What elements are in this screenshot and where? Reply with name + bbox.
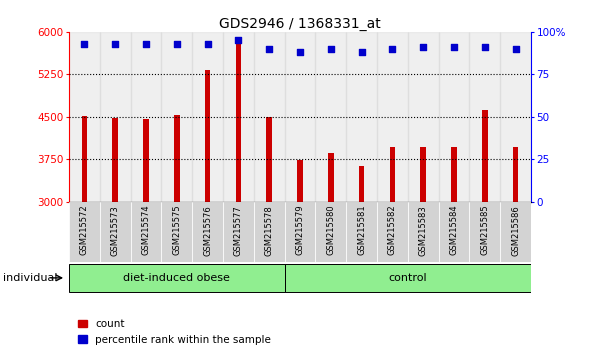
Bar xyxy=(284,202,316,262)
Point xyxy=(418,44,428,50)
Text: diet-induced obese: diet-induced obese xyxy=(124,273,230,283)
Bar xyxy=(500,32,531,202)
Bar xyxy=(500,202,531,262)
Bar xyxy=(439,202,469,262)
Bar xyxy=(297,160,303,202)
Point xyxy=(511,46,520,52)
Bar xyxy=(131,32,161,202)
Bar xyxy=(82,116,87,202)
Text: GSM215573: GSM215573 xyxy=(111,205,120,256)
Text: GSM215572: GSM215572 xyxy=(80,205,89,256)
Text: GSM215582: GSM215582 xyxy=(388,205,397,256)
Point xyxy=(110,41,120,47)
Bar xyxy=(389,147,395,202)
Point xyxy=(141,41,151,47)
Bar xyxy=(192,202,223,262)
Bar xyxy=(513,147,518,202)
Bar xyxy=(439,32,469,202)
Text: GSM215586: GSM215586 xyxy=(511,205,520,256)
Bar xyxy=(236,43,241,202)
Bar xyxy=(328,153,334,202)
Bar xyxy=(421,147,426,202)
Bar xyxy=(143,119,149,202)
Bar xyxy=(469,32,500,202)
Point xyxy=(172,41,182,47)
Bar xyxy=(377,32,408,202)
Bar xyxy=(254,32,284,202)
Title: GDS2946 / 1368331_at: GDS2946 / 1368331_at xyxy=(219,17,381,31)
Text: GSM215575: GSM215575 xyxy=(172,205,181,256)
Point xyxy=(480,44,490,50)
Text: control: control xyxy=(388,273,427,283)
Text: GSM215574: GSM215574 xyxy=(142,205,151,256)
Bar xyxy=(69,202,100,262)
Bar xyxy=(316,202,346,262)
Text: GSM215577: GSM215577 xyxy=(234,205,243,256)
Text: GSM215576: GSM215576 xyxy=(203,205,212,256)
Point xyxy=(233,38,243,43)
Bar xyxy=(100,32,131,202)
Bar xyxy=(408,32,439,202)
Bar xyxy=(482,110,488,202)
Bar xyxy=(346,202,377,262)
Point xyxy=(388,46,397,52)
Bar xyxy=(359,166,364,202)
Bar xyxy=(377,202,408,262)
Bar xyxy=(69,263,284,292)
Bar xyxy=(161,202,192,262)
Bar xyxy=(469,202,500,262)
Bar xyxy=(408,202,439,262)
Point xyxy=(203,41,212,47)
Point xyxy=(449,44,459,50)
Text: GSM215581: GSM215581 xyxy=(357,205,366,256)
Bar xyxy=(112,118,118,202)
Bar xyxy=(266,117,272,202)
Bar xyxy=(451,147,457,202)
Bar xyxy=(223,202,254,262)
Point xyxy=(326,46,335,52)
Legend: count, percentile rank within the sample: count, percentile rank within the sample xyxy=(74,315,275,349)
Text: individual: individual xyxy=(3,273,58,283)
Bar xyxy=(223,32,254,202)
Bar xyxy=(69,32,100,202)
Text: GSM215579: GSM215579 xyxy=(296,205,305,256)
Bar xyxy=(100,202,131,262)
Bar xyxy=(205,70,211,202)
Text: GSM215580: GSM215580 xyxy=(326,205,335,256)
Bar xyxy=(284,263,531,292)
Text: GSM215578: GSM215578 xyxy=(265,205,274,256)
Point xyxy=(80,41,89,47)
Bar xyxy=(346,32,377,202)
Point xyxy=(265,46,274,52)
Point xyxy=(357,50,367,55)
Bar xyxy=(131,202,161,262)
Bar xyxy=(284,32,316,202)
Bar xyxy=(316,32,346,202)
Bar xyxy=(161,32,192,202)
Bar xyxy=(192,32,223,202)
Text: GSM215583: GSM215583 xyxy=(419,205,428,256)
Bar xyxy=(174,115,179,202)
Point xyxy=(295,50,305,55)
Text: GSM215584: GSM215584 xyxy=(449,205,458,256)
Bar xyxy=(254,202,284,262)
Text: GSM215585: GSM215585 xyxy=(481,205,490,256)
